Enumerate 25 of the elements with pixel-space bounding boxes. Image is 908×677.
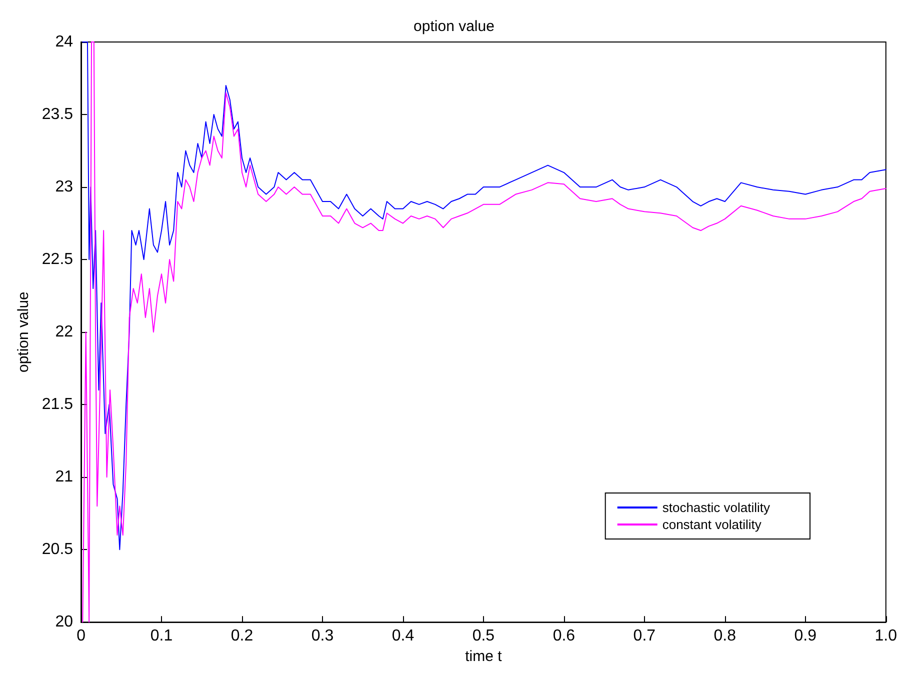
x-tick-label: 1.0 (874, 628, 898, 645)
y-tick-label: 21.5 (42, 396, 74, 414)
x-tick-label: 0 (76, 628, 86, 645)
x-tick-label: 0.9 (794, 628, 817, 645)
y-tick-label: 20 (55, 614, 74, 631)
y-tick-label: 20.5 (42, 541, 74, 558)
legend-label: constant volatility (662, 517, 762, 532)
y-tick-label: 22.5 (42, 251, 74, 268)
y-axis-title: option value (15, 292, 32, 373)
legend-label: stochastic volatility (662, 500, 770, 515)
x-tick-label: 0.4 (392, 628, 414, 645)
x-tick-label: 0.5 (472, 628, 495, 645)
y-tick-label: 23 (55, 178, 74, 196)
x-tick-label: 0.2 (230, 628, 254, 645)
y-tick-label: 21 (55, 468, 74, 486)
chart-title: option value (414, 18, 494, 35)
x-tick-label: 0.1 (150, 628, 173, 645)
x-tick-label: 0.8 (714, 628, 736, 645)
y-tick-label: 24 (55, 34, 74, 50)
x-tick-label: 0.6 (552, 628, 576, 645)
x-tick-label: 0.7 (633, 628, 656, 645)
y-tick-label: 23.5 (42, 106, 74, 124)
x-axis-title: time t (465, 648, 503, 665)
y-tick-label: 22 (55, 324, 74, 341)
x-tick-label: 0.3 (311, 628, 334, 645)
